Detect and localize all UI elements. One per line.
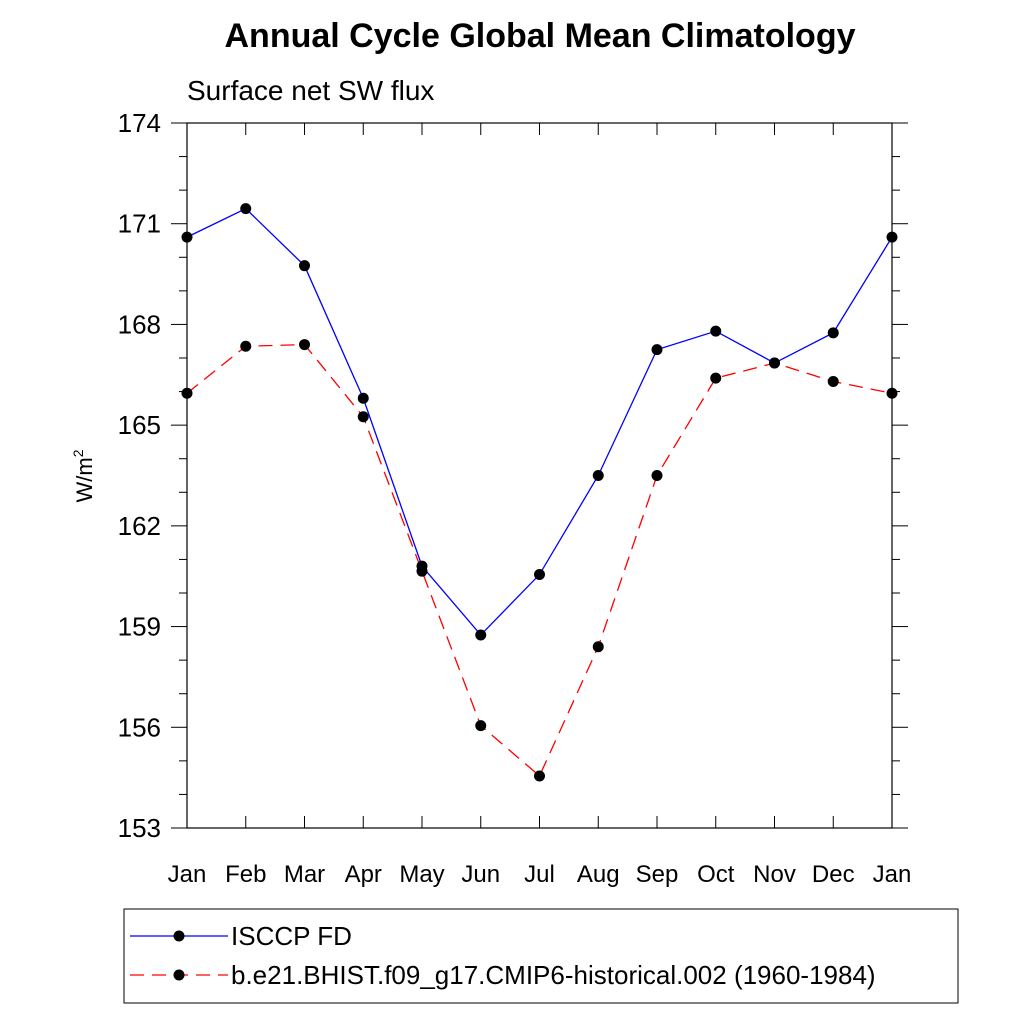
series-1-point <box>357 392 369 404</box>
series-1-point <box>710 325 722 337</box>
x-tick-label: May <box>399 861 444 888</box>
series-1-point <box>240 203 252 215</box>
series-1-point <box>886 231 898 243</box>
series-1-point <box>299 260 310 272</box>
legend-marker-2 <box>173 969 185 981</box>
x-tick-label: Oct <box>697 861 735 888</box>
chart-subtitle: Surface net SW flux <box>187 75 434 106</box>
chart-title: Annual Cycle Global Mean Climatology <box>225 17 856 55</box>
series-layer <box>181 203 898 782</box>
legend-label-1: ISCCP FD <box>231 921 352 951</box>
legend-marker-1 <box>173 930 185 942</box>
x-tick-label: Jun <box>461 861 500 888</box>
y-axis-label-exponent: 2 <box>70 449 86 457</box>
y-tick-label: 156 <box>118 712 161 742</box>
series-2-point <box>357 411 369 423</box>
y-tick-label: 165 <box>118 410 161 440</box>
series-2-point <box>651 470 663 481</box>
x-tick-label: Dec <box>812 861 855 888</box>
x-tick-label: Apr <box>345 861 382 888</box>
x-tick-label: Sep <box>636 861 679 888</box>
series-2-point <box>416 565 428 577</box>
legend-label-2: b.e21.BHIST.f09_g17.CMIP6-historical.002… <box>231 960 876 990</box>
x-tick-label: Mar <box>284 861 325 888</box>
series-2-point <box>534 770 545 782</box>
series-2-point <box>475 720 487 732</box>
y-axis: 153 156 159 162 165 168 171 174 <box>118 108 908 843</box>
x-tick-label: Feb <box>225 861 266 888</box>
x-tick-label: Aug <box>577 861 620 888</box>
series-2-point <box>299 339 310 351</box>
x-axis: Jan Feb Mar Apr May Jun Jul Aug Sep Oct Nov Dec Jan <box>168 123 912 888</box>
y-axis-label: W/m2 <box>70 449 97 502</box>
y-tick-label: 168 <box>118 309 161 339</box>
series-1-point <box>827 327 839 339</box>
y-tick-label: 174 <box>118 108 161 138</box>
plot-frame <box>186 122 893 829</box>
series-1-point <box>475 629 487 641</box>
series-1-point <box>592 470 604 481</box>
series-2-point <box>827 376 839 387</box>
series-2-point <box>886 387 898 399</box>
x-tick-label: Jul <box>524 861 555 888</box>
series-1-point <box>181 231 193 243</box>
series-2-point <box>710 372 722 384</box>
series-2-point <box>769 357 780 369</box>
series-2-point <box>592 641 604 653</box>
y-tick-label: 159 <box>118 612 161 642</box>
series-1-point <box>534 569 545 581</box>
series-2-point <box>240 340 252 352</box>
x-tick-label: Jan <box>168 861 207 888</box>
y-tick-label: 162 <box>118 511 161 541</box>
legend-box <box>123 908 959 1004</box>
x-tick-label: Nov <box>753 861 796 888</box>
legend: ISCCP FD b.e21.BHIST.f09_g17.CMIP6-histor… <box>123 908 959 1004</box>
y-tick-label: 153 <box>118 813 161 843</box>
x-tick-label: Jan <box>873 861 912 888</box>
series-line-2 <box>186 343 893 778</box>
series-1-point <box>651 344 663 356</box>
series-2-point <box>181 387 193 399</box>
y-tick-label: 171 <box>118 209 161 239</box>
